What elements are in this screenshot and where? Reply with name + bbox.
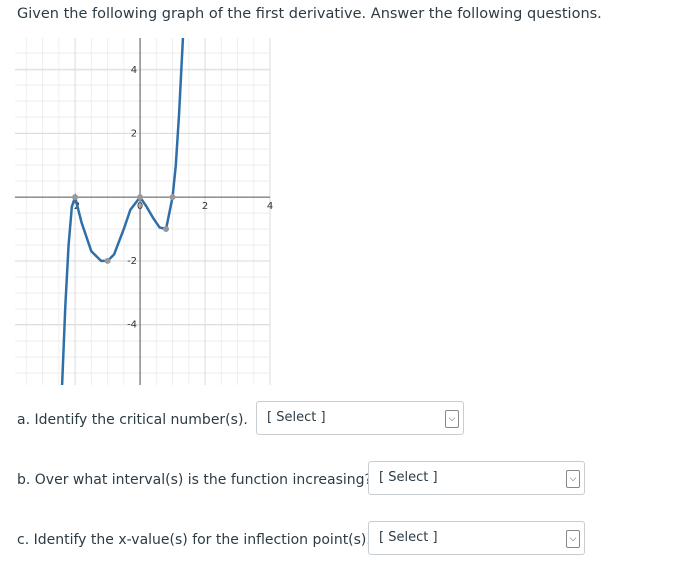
question-text: c. Identify the x-value(s) for the infle…	[17, 532, 371, 548]
dropdown-arrow[interactable]: ⌵	[566, 530, 580, 548]
select-placeholder: [ Select ]	[379, 470, 438, 485]
question-text: b. Over what interval(s) is the function…	[17, 472, 372, 488]
graph: -2024-4-224	[15, 37, 273, 386]
dropdown-arrow[interactable]: ⌵	[566, 470, 580, 488]
y-tick-label: 2	[131, 129, 137, 140]
select-placeholder: [ Select ]	[379, 530, 438, 545]
point	[169, 194, 176, 201]
select-placeholder: [ Select ]	[267, 410, 326, 425]
curve	[60, 37, 185, 386]
y-tick-label: -4	[127, 320, 137, 331]
x-tick-label: -2	[70, 201, 80, 212]
answer-select[interactable]: [ Select ] ⌵	[256, 401, 464, 435]
question-text: a. Identify the critical number(s).	[17, 412, 248, 428]
prompt: Given the following graph of the first d…	[17, 6, 602, 22]
point	[163, 226, 170, 233]
answer-select[interactable]: [ Select ] ⌵	[368, 521, 585, 555]
y-tick-label: -2	[127, 256, 137, 267]
dropdown-arrow[interactable]: ⌵	[445, 410, 459, 428]
y-tick-label: 4	[131, 65, 137, 76]
x-tick-label: 4	[267, 201, 273, 212]
answer-select[interactable]: [ Select ] ⌵	[368, 461, 585, 495]
point	[72, 194, 79, 201]
point	[104, 257, 111, 264]
x-tick-label: 2	[202, 201, 208, 212]
point	[137, 194, 144, 201]
